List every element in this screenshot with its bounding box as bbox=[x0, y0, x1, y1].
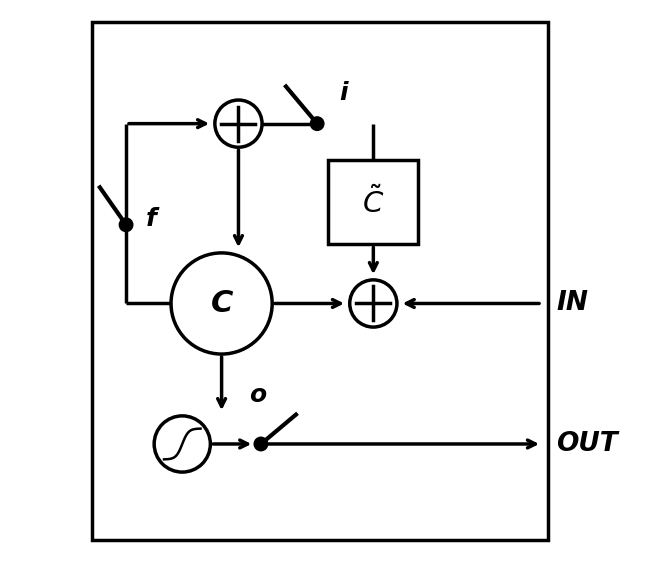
Text: $\tilde{C}$: $\tilde{C}$ bbox=[362, 186, 385, 219]
Text: IN: IN bbox=[556, 291, 588, 316]
Circle shape bbox=[255, 437, 268, 451]
Bar bbox=[329, 160, 418, 244]
Circle shape bbox=[154, 416, 210, 472]
Text: C: C bbox=[210, 289, 232, 318]
Circle shape bbox=[311, 117, 324, 130]
Text: o: o bbox=[250, 383, 267, 407]
Text: i: i bbox=[339, 81, 348, 105]
Text: OUT: OUT bbox=[556, 431, 618, 457]
Circle shape bbox=[120, 218, 133, 232]
Text: f: f bbox=[146, 207, 156, 231]
Circle shape bbox=[215, 100, 262, 147]
Bar bbox=[92, 22, 548, 540]
Circle shape bbox=[171, 253, 272, 354]
Circle shape bbox=[350, 280, 397, 327]
